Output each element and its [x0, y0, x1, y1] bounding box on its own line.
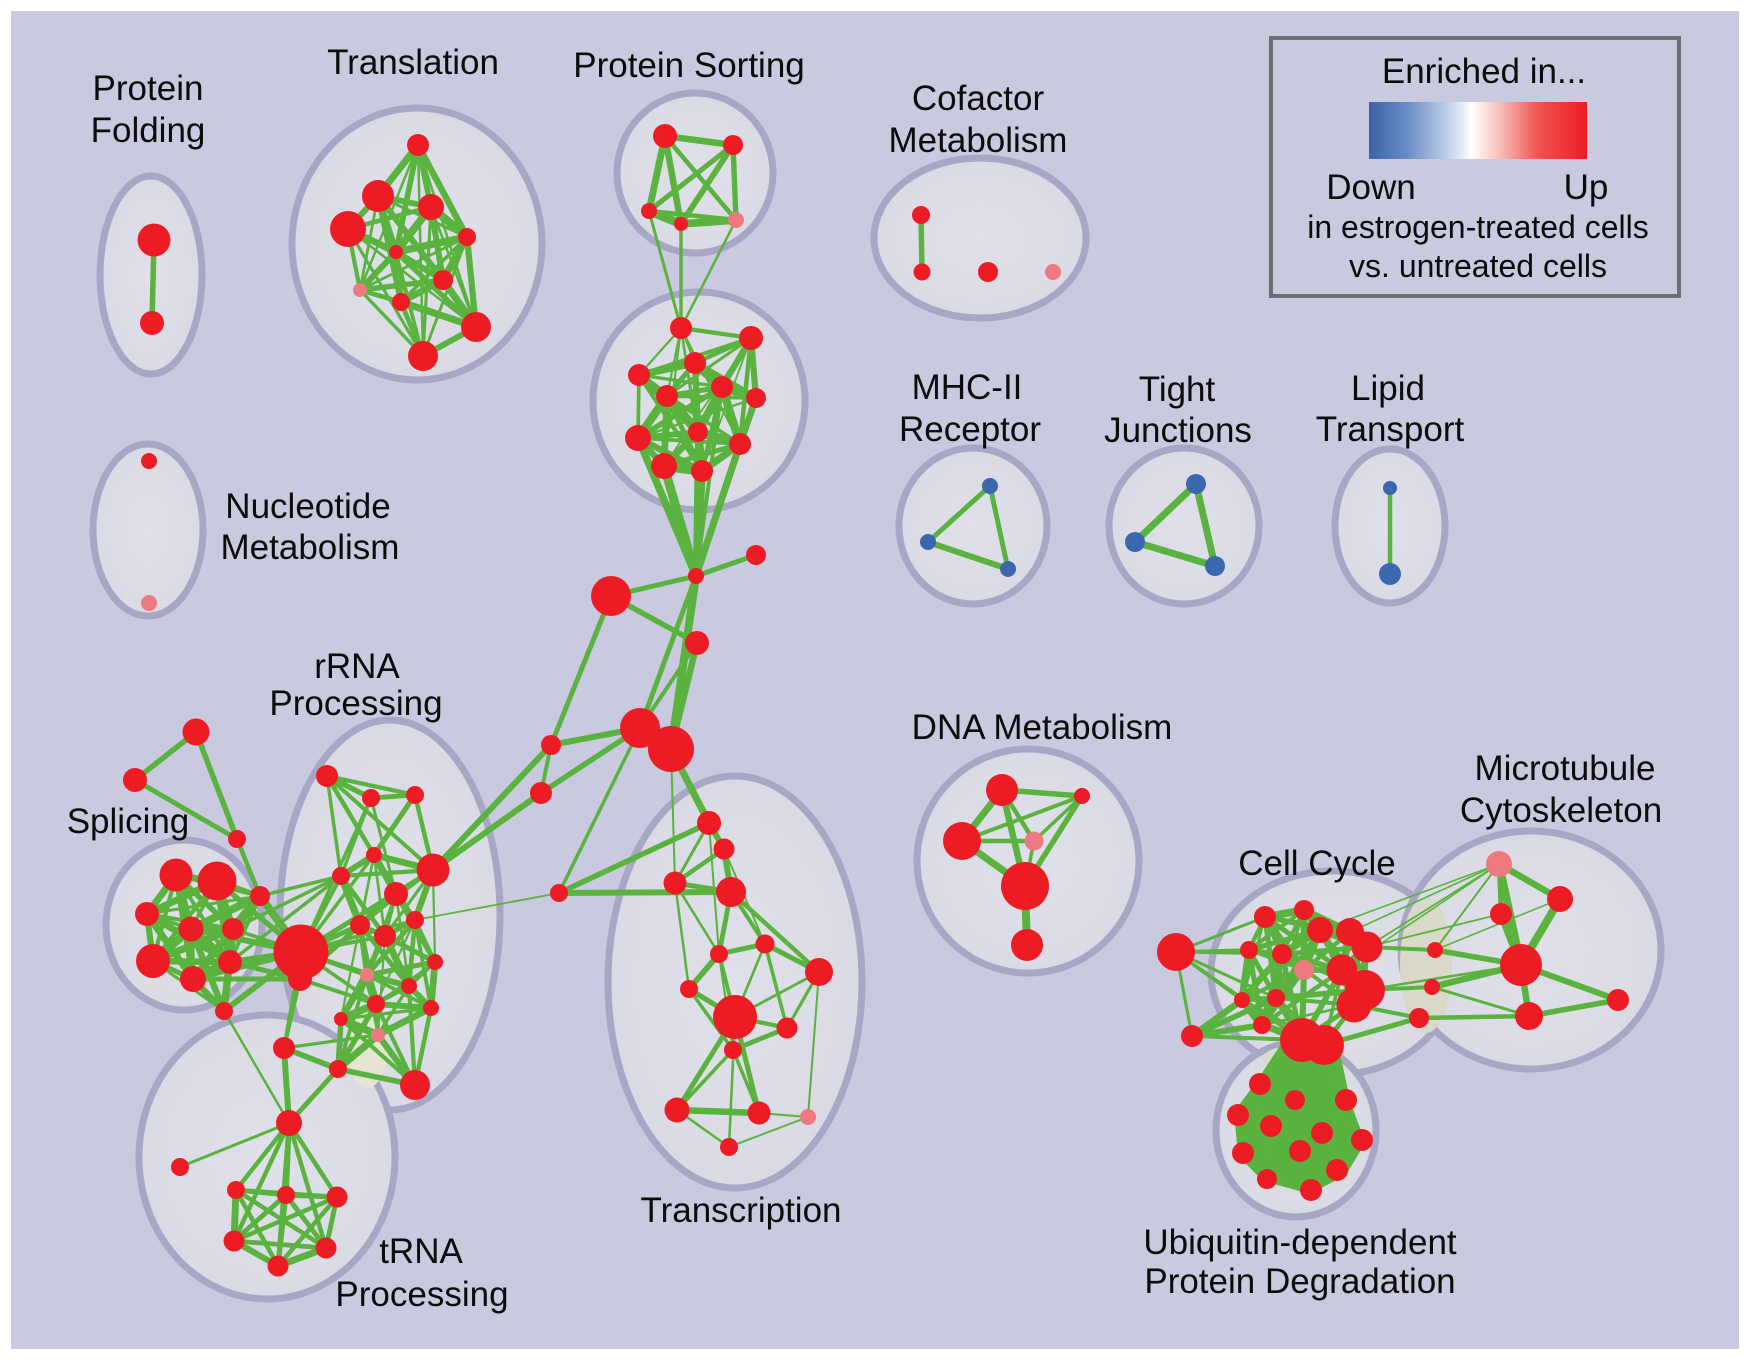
svg-text:Down: Down	[1326, 168, 1415, 207]
svg-text:Tight: Tight	[1139, 370, 1216, 409]
svg-text:Protein: Protein	[93, 69, 204, 108]
svg-text:Up: Up	[1564, 168, 1609, 207]
svg-text:Transport: Transport	[1316, 410, 1465, 449]
svg-text:tRNA: tRNA	[379, 1232, 463, 1271]
svg-text:Junctions: Junctions	[1104, 411, 1252, 450]
svg-text:Protein Sorting: Protein Sorting	[573, 46, 805, 85]
svg-text:Receptor: Receptor	[899, 410, 1041, 449]
svg-text:Enriched in...: Enriched in...	[1382, 52, 1586, 91]
svg-text:Translation: Translation	[327, 43, 499, 82]
svg-text:vs. untreated cells: vs. untreated cells	[1349, 248, 1607, 284]
svg-text:Transcription: Transcription	[641, 1191, 842, 1230]
svg-text:Lipid: Lipid	[1351, 369, 1425, 408]
svg-text:Processing: Processing	[269, 684, 442, 723]
svg-text:MHC-II: MHC-II	[912, 368, 1023, 407]
svg-text:Metabolism: Metabolism	[221, 528, 400, 567]
svg-text:Folding: Folding	[91, 111, 206, 150]
svg-text:Protein Degradation: Protein Degradation	[1144, 1262, 1455, 1301]
svg-text:Processing: Processing	[335, 1275, 508, 1314]
svg-text:in estrogen-treated cells: in estrogen-treated cells	[1307, 209, 1649, 245]
svg-text:Metabolism: Metabolism	[889, 121, 1068, 160]
svg-text:Ubiquitin-dependent: Ubiquitin-dependent	[1143, 1223, 1457, 1262]
svg-text:DNA Metabolism: DNA Metabolism	[912, 708, 1173, 747]
svg-text:Nucleotide: Nucleotide	[225, 487, 390, 526]
svg-text:Microtubule: Microtubule	[1475, 749, 1656, 788]
svg-text:rRNA: rRNA	[314, 647, 400, 686]
svg-text:Cytoskeleton: Cytoskeleton	[1460, 791, 1662, 830]
svg-text:Splicing: Splicing	[67, 802, 190, 841]
svg-text:Cofactor: Cofactor	[912, 79, 1045, 118]
svg-text:Cell Cycle: Cell Cycle	[1238, 844, 1396, 883]
